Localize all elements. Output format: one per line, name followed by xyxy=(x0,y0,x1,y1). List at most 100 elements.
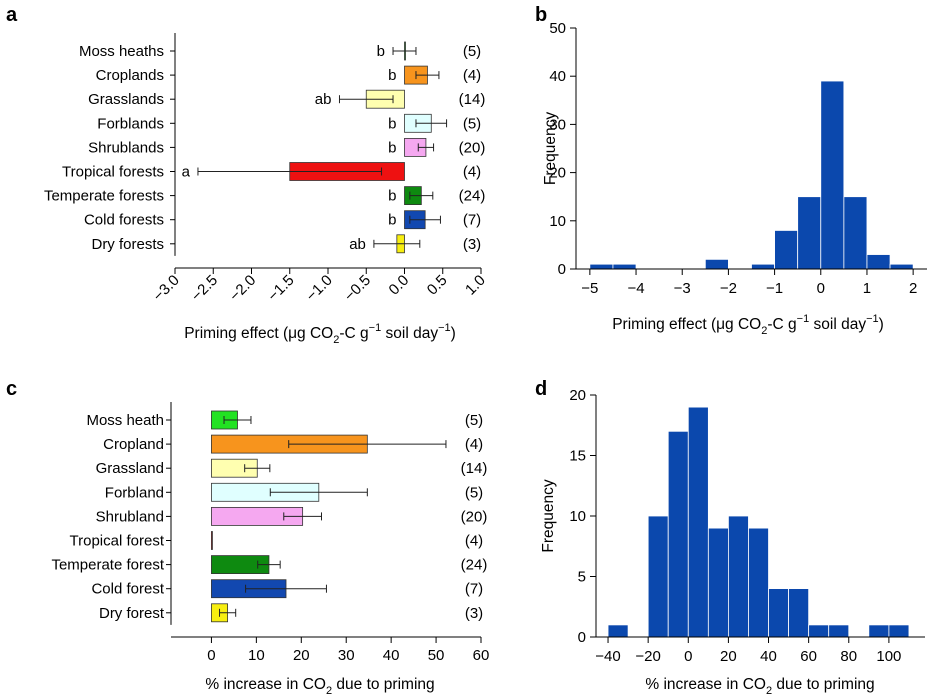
y-tick-label: 20 xyxy=(549,165,566,182)
axis-title-text: due to priming xyxy=(332,676,435,693)
category-label: Temperate forest xyxy=(51,557,164,574)
y-tick-label: 10 xyxy=(569,508,586,525)
category-label: Dry forest xyxy=(99,605,165,622)
x-tick-label: 1.0 xyxy=(462,272,489,299)
x-tick-label: 20 xyxy=(720,648,737,665)
sample-size-label: (4) xyxy=(463,164,481,181)
x-tick-label: 30 xyxy=(338,647,355,664)
significance-letter: b xyxy=(388,188,396,205)
axis-title-superscript: −1 xyxy=(369,322,382,334)
panel-letter-b: b xyxy=(535,4,547,26)
category-label: Cold forest xyxy=(91,581,164,598)
x-tick-label: 40 xyxy=(383,647,400,664)
category-label: Tropical forests xyxy=(62,164,164,181)
sample-size-label: (5) xyxy=(463,115,481,132)
category-label: Croplands xyxy=(96,67,164,84)
histogram-bar xyxy=(607,624,629,638)
significance-letter: b xyxy=(377,43,385,60)
category-label: Cold forests xyxy=(84,212,164,229)
x-tick-label: 0 xyxy=(817,280,825,297)
sample-size-label: (4) xyxy=(465,436,483,453)
histogram-bar xyxy=(828,624,850,638)
y-tick-label: 20 xyxy=(569,387,586,404)
histogram-bar xyxy=(728,515,749,638)
x-tick-label: 60 xyxy=(800,648,817,665)
sample-size-label: (4) xyxy=(465,533,483,550)
axis-title-subscript: 2 xyxy=(766,685,772,695)
sample-size-label: (24) xyxy=(459,188,486,205)
axis-title-text: Priming effect (μg CO xyxy=(612,316,761,333)
axis-title-text: soil day xyxy=(809,316,866,333)
histogram-bar xyxy=(768,588,789,638)
category-label: Forbland xyxy=(105,484,164,501)
x-tick-label: −40 xyxy=(595,648,620,665)
x-tick-label: 2 xyxy=(909,280,917,297)
panel-letter-d: d xyxy=(535,378,547,400)
panel-b-priming-histogram: b 0 10 20 30 40 50 −5 −4 −3 −2 −1 0 1 2 Frequency Primi… xyxy=(535,4,927,337)
sample-size-label: (4) xyxy=(463,67,481,84)
y-tick-label: 15 xyxy=(569,448,586,465)
x-tick-label: 0 xyxy=(684,648,692,665)
x-tick-label: −2.0 xyxy=(226,272,259,305)
y-tick-label: 40 xyxy=(549,68,566,85)
y-tick-label: 0 xyxy=(578,629,586,646)
significance-letter: b xyxy=(388,67,396,84)
category-label: Tropical forest xyxy=(70,533,165,550)
histogram-bar xyxy=(647,515,669,638)
x-tick-label: 80 xyxy=(840,648,857,665)
panel-c-co2-increase-by-ecosystem: c Moss heath (5) Cropland (4) Grassland (14) F… xyxy=(6,378,489,695)
y-axis-title: Frequency xyxy=(540,479,557,552)
x-tick-label: 50 xyxy=(428,647,445,664)
x-tick-label: 20 xyxy=(293,647,310,664)
histogram-bar xyxy=(808,624,830,638)
category-label: Moss heaths xyxy=(79,43,164,60)
histogram-bar xyxy=(589,263,614,270)
x-tick-label: 60 xyxy=(473,647,490,664)
y-tick-label: 30 xyxy=(549,116,566,133)
histogram-bar xyxy=(612,263,637,270)
panel-letter-a: a xyxy=(6,4,18,26)
axis-title-subscript: 2 xyxy=(333,334,339,346)
x-tick-label: 100 xyxy=(876,648,901,665)
y-tick-label: 50 xyxy=(549,20,566,37)
x-tick-label: 0 xyxy=(207,647,215,664)
significance-letter: b xyxy=(388,212,396,229)
histogram-bar xyxy=(707,527,729,638)
histogram-bar xyxy=(889,263,914,270)
x-tick-label: −2 xyxy=(720,280,737,297)
sample-size-label: (5) xyxy=(465,412,483,429)
category-label: Grasslands xyxy=(88,91,164,108)
panel-a-priming-by-ecosystem: a Moss heaths b (5) Croplands b (4) Grasslands… xyxy=(6,4,489,346)
significance-letter: b xyxy=(388,139,396,156)
sample-size-label: (5) xyxy=(463,43,481,60)
axis-title-text: -C g xyxy=(767,316,796,333)
histogram-bar xyxy=(866,254,891,270)
axis-title-superscript: −1 xyxy=(866,313,879,325)
axis-title-subscript: 2 xyxy=(761,325,767,337)
x-tick-label: −1.5 xyxy=(265,272,298,305)
sample-size-label: (14) xyxy=(461,460,488,477)
histogram-bar xyxy=(868,624,890,638)
axis-title-text: ) xyxy=(451,325,456,342)
axis-title-text: ) xyxy=(879,316,884,333)
x-tick-label: 10 xyxy=(248,647,265,664)
histogram-bar xyxy=(667,430,689,638)
axis-title-superscript: −1 xyxy=(438,322,451,334)
axis-title-subscript: 2 xyxy=(326,685,332,695)
x-tick-label: 0.0 xyxy=(386,272,413,299)
category-label: Moss heath xyxy=(86,412,164,429)
histogram-bar xyxy=(797,196,822,270)
panel-letter-c: c xyxy=(6,378,17,400)
x-tick-label: −20 xyxy=(635,648,660,665)
x-axis-title: Priming effect (μg CO2-C g−1 soil day−1) xyxy=(612,313,884,337)
axis-title-text: Priming effect (μg CO xyxy=(184,325,333,342)
x-tick-label: 40 xyxy=(760,648,777,665)
histogram-bar xyxy=(751,263,775,270)
sample-size-label: (20) xyxy=(459,139,486,156)
x-tick-label: −4 xyxy=(627,280,644,297)
y-tick-label: 0 xyxy=(558,261,566,278)
category-label: Grassland xyxy=(96,460,164,477)
sample-size-label: (24) xyxy=(461,557,488,574)
x-tick-label: −1 xyxy=(766,280,783,297)
sample-size-label: (5) xyxy=(465,484,483,501)
